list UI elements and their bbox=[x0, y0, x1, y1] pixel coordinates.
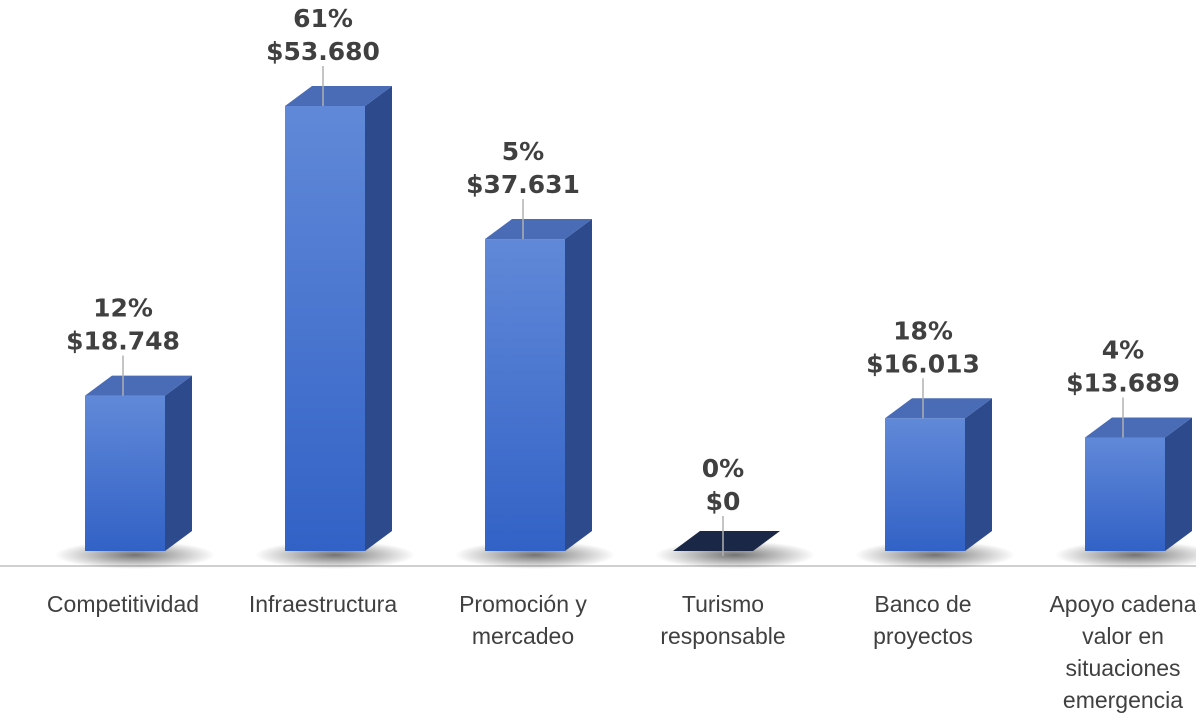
share-label: 18% bbox=[893, 316, 953, 345]
share-label: 61% bbox=[293, 4, 353, 33]
x-tick-label: Infraestructura bbox=[248, 591, 398, 617]
bar bbox=[285, 86, 392, 551]
x-tick-label: Apoyo cadena valor en situaciones emerge… bbox=[1049, 591, 1196, 713]
value-label: $13.689 bbox=[1066, 369, 1180, 398]
bar bbox=[85, 375, 192, 551]
bar-side bbox=[365, 86, 392, 551]
value-label: $0 bbox=[706, 487, 741, 516]
bar-front bbox=[1085, 437, 1165, 551]
share-label: 5% bbox=[502, 137, 544, 166]
bar-top bbox=[1085, 417, 1192, 438]
bar-top bbox=[485, 219, 592, 240]
share-label: 4% bbox=[1102, 336, 1144, 365]
bar-front bbox=[885, 418, 965, 551]
x-tick-label: Promoción y mercadeo bbox=[459, 591, 587, 649]
bar-top bbox=[285, 86, 392, 106]
bar-front bbox=[485, 239, 565, 551]
bar bbox=[673, 531, 780, 551]
value-label: $18.748 bbox=[66, 327, 180, 356]
share-label: 0% bbox=[702, 454, 744, 483]
bar bbox=[1085, 417, 1192, 551]
bar-top bbox=[85, 375, 192, 396]
bar-side bbox=[165, 375, 192, 551]
share-label: 12% bbox=[93, 294, 153, 323]
bar-front bbox=[285, 106, 365, 551]
bar-top bbox=[885, 398, 992, 419]
value-label: $53.680 bbox=[266, 37, 380, 66]
bar-side bbox=[1165, 417, 1192, 551]
x-tick-label: Banco de proyectos bbox=[873, 591, 973, 649]
bar bbox=[885, 398, 992, 551]
value-label: $16.013 bbox=[866, 349, 980, 378]
x-tick-label: Competitividad bbox=[46, 591, 200, 617]
value-label: $37.631 bbox=[466, 170, 580, 199]
bar-top bbox=[673, 531, 780, 551]
bar-side bbox=[565, 219, 592, 551]
x-tick-label: Turismo responsable bbox=[660, 591, 786, 649]
bar bbox=[485, 219, 592, 551]
bar-front bbox=[85, 395, 165, 551]
bar-side bbox=[965, 398, 992, 551]
